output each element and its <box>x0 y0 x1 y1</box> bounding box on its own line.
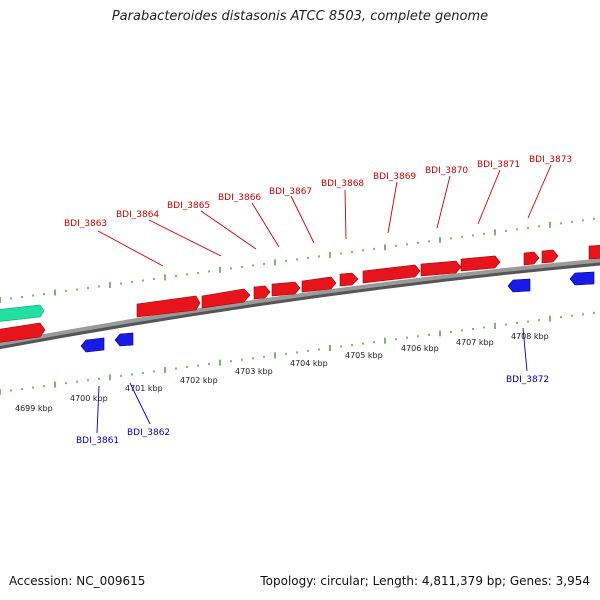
gene-arrow-bdi-3864[interactable] <box>201 288 251 309</box>
forward-genes <box>0 245 600 343</box>
scale-tick-row <box>0 311 595 395</box>
gene-label-bdi-3866[interactable]: BDI_3866 <box>218 193 261 203</box>
callout-line-bdi-3866 <box>251 202 280 248</box>
callout-line-bdi-3871 <box>477 169 501 225</box>
gene-arrow-left-edge[interactable] <box>0 322 46 343</box>
gene-label-bdi-3862[interactable]: BDI_3862 <box>127 428 170 438</box>
gene-arrow-bdi-3867[interactable] <box>301 276 337 293</box>
gene-label-bdi-3868[interactable]: BDI_3868 <box>321 179 364 189</box>
callout-line-bdi-3872 <box>522 327 528 372</box>
scale-label: 4702 kbp <box>180 376 218 385</box>
callout-line-bdi-3864 <box>148 219 222 257</box>
gene-rna-arrow[interactable] <box>0 304 45 322</box>
callout-line-bdi-3870 <box>436 175 451 229</box>
gene-label-bdi-3867[interactable]: BDI_3867 <box>269 187 312 197</box>
scale-label: 4707 kbp <box>456 338 494 347</box>
reverse-genes <box>80 271 595 353</box>
scale-label: 4708 kbp <box>511 332 549 341</box>
scale-label: 4706 kbp <box>401 344 439 353</box>
gene-label-bdi-3864[interactable]: BDI_3864 <box>116 210 159 220</box>
backbone-shadow <box>0 259 600 350</box>
gene-arrow-bdi-3863[interactable] <box>136 295 201 318</box>
callout-line-bdi-3862 <box>129 382 151 425</box>
gene-arrow-bdi-3868[interactable] <box>339 272 359 287</box>
gene-label-bdi-3871[interactable]: BDI_3871 <box>477 160 520 170</box>
callout-line-bdi-3867 <box>290 195 315 244</box>
scale-label: 4700 kbp <box>70 394 108 403</box>
forward-tick-row <box>0 217 595 303</box>
scale-label: 4704 kbp <box>290 359 328 368</box>
forward-callout-lines <box>97 164 552 267</box>
reverse-callout-lines <box>96 327 528 434</box>
forward-gene-labels: BDI_3863 BDI_3864 BDI_3865 BDI_3866 BDI_… <box>64 155 572 229</box>
gene-label-bdi-3873[interactable]: BDI_3873 <box>529 155 572 165</box>
gene-arrow-bdi-3871[interactable] <box>460 255 501 272</box>
scale-label: 4703 kbp <box>235 367 273 376</box>
gene-arrow-right-reverse[interactable] <box>569 271 595 286</box>
gene-arrow-bdi-3873[interactable] <box>541 249 559 264</box>
accession-text: Accession: NC_009615 <box>9 574 146 588</box>
callout-line-bdi-3865 <box>200 210 257 250</box>
gene-label-bdi-3872[interactable]: BDI_3872 <box>506 375 549 385</box>
callout-line-bdi-3863 <box>97 230 164 267</box>
gene-arrow-bdi-3869[interactable] <box>362 264 421 284</box>
gene-arrow-bdi-3862[interactable] <box>114 332 134 347</box>
scale-label: 4705 kbp <box>345 351 383 360</box>
scale-label: 4699 kbp <box>15 404 53 413</box>
gene-arrow-bdi-3873a[interactable] <box>523 251 540 266</box>
map-title: Parabacteroides distasonis ATCC 8503, co… <box>111 9 489 24</box>
reverse-gene-labels: BDI_3861 BDI_3862 BDI_3872 <box>76 375 549 446</box>
scale-label: 4701 kbp <box>125 384 163 393</box>
gene-arrow-bdi-3870[interactable] <box>420 260 462 277</box>
callout-line-bdi-3869 <box>387 181 398 234</box>
gene-label-bdi-3863[interactable]: BDI_3863 <box>64 219 107 229</box>
gene-label-bdi-3869[interactable]: BDI_3869 <box>373 172 416 182</box>
gene-label-bdi-3870[interactable]: BDI_3870 <box>425 166 468 176</box>
gene-label-bdi-3865[interactable]: BDI_3865 <box>167 201 210 211</box>
scale-labels: 4699 kbp 4700 kbp 4701 kbp 4702 kbp 4703… <box>15 332 549 413</box>
gene-label-bdi-3861[interactable]: BDI_3861 <box>76 436 119 446</box>
gene-arrow-bdi-3866[interactable] <box>271 281 301 297</box>
callout-line-bdi-3861 <box>96 385 100 434</box>
topology-summary: Topology: circular; Length: 4,811,379 bp… <box>260 574 590 588</box>
callout-line-bdi-3873 <box>527 164 552 219</box>
gene-arrow-bdi-3865[interactable] <box>253 285 271 300</box>
gene-arrow-bdi-3872[interactable] <box>507 278 531 293</box>
backbone-line <box>0 258 600 347</box>
callout-line-bdi-3868 <box>344 189 347 240</box>
genome-backbone <box>0 258 600 350</box>
gene-arrow-right-edge[interactable] <box>588 245 600 260</box>
gene-arrow-bdi-3861[interactable] <box>80 337 105 353</box>
